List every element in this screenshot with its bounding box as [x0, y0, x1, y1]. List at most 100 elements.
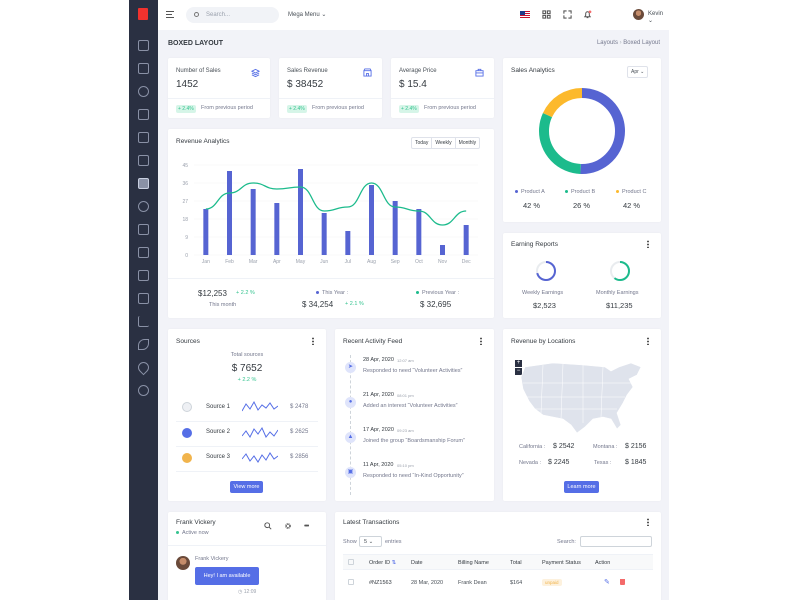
online-dot [176, 531, 179, 535]
revenue-chart: 0 9 18 27 36 45 Jan Feb Mar Apr May Jun Jul Aug Sep Oct… [182, 163, 478, 265]
us-flag-icon[interactable] [520, 11, 530, 18]
entries-select-value: 5 [364, 539, 368, 545]
x-tick-label: Jan [202, 259, 210, 265]
activity-date: 17 Apr, 2020 [363, 427, 394, 433]
bar [345, 231, 351, 255]
chat-icon[interactable] [138, 86, 149, 97]
zoom-out-button[interactable]: − [515, 368, 522, 375]
dashboard-icon[interactable] [138, 40, 149, 51]
activity-time: 12:07 am [397, 358, 414, 363]
col-order-id[interactable]: Order ID ⇅ [369, 560, 396, 566]
bar [274, 203, 280, 255]
monthly-earnings-radial [610, 261, 630, 281]
x-tick-label: Mar [249, 259, 258, 265]
previous-year-label-text: Previous Year : [422, 290, 459, 296]
tab-today[interactable]: Today [415, 140, 429, 146]
share-icon[interactable] [138, 385, 149, 396]
hash-icon[interactable] [138, 155, 149, 166]
y-tick-label: 36 [182, 181, 188, 187]
chevron-down-icon: ⌄ [368, 539, 374, 545]
more-vertical-icon[interactable] [647, 240, 649, 248]
table-icon[interactable] [138, 293, 149, 304]
previous-year-value: $ 32,695 [420, 300, 452, 309]
message-bubble: Hey! I am available [195, 567, 259, 585]
sales-analytics-card: Sales Analytics Apr ⌄ Product A 42 % Pro… [503, 58, 661, 222]
cell-date: 28 Mar, 2020 [411, 580, 444, 586]
col-payment-status[interactable]: Payment Status [542, 560, 581, 566]
weekly-earnings-radial [536, 261, 556, 281]
more-vertical-icon[interactable] [480, 337, 482, 345]
leaf-icon[interactable] [138, 339, 149, 350]
user-menu[interactable]: Kevin ⌄ [648, 11, 669, 24]
user-avatar[interactable] [633, 9, 644, 20]
source-sparkline [242, 400, 278, 412]
col-total[interactable]: Total [510, 560, 522, 566]
source-name: Source 3 [206, 454, 231, 460]
kpi-change-badge: + 2.4% [287, 105, 307, 113]
select-all-checkbox[interactable] [348, 559, 354, 565]
layout-icon[interactable] [138, 178, 149, 189]
search-icon[interactable] [264, 522, 272, 530]
learn-more-button[interactable]: Learn more [564, 481, 599, 493]
tab-monthly[interactable]: Monthly [454, 138, 480, 148]
activity-text: Added an interest “Volunteer Activities” [363, 403, 458, 409]
card-title: Earning Reports [511, 241, 558, 248]
x-tick-label: Sep [391, 259, 400, 265]
mega-menu-dropdown[interactable]: Mega Menu ⌄ [288, 11, 326, 18]
edit-icon[interactable]: ✎ [604, 579, 610, 586]
mail-icon[interactable] [138, 132, 149, 143]
map-pin-icon[interactable] [135, 359, 152, 376]
menu-icon[interactable] [166, 11, 174, 18]
card-title: Sales Analytics [511, 67, 555, 74]
product-a-value: 42 % [523, 201, 541, 210]
store-icon[interactable] [138, 109, 149, 120]
search-input[interactable]: Search... [186, 7, 279, 23]
more-horizontal-icon[interactable]: ••• [304, 523, 309, 530]
profile-icon[interactable] [138, 224, 149, 235]
activity-text: Responded to need “Volunteer Activities” [363, 368, 463, 374]
app-logo[interactable] [138, 8, 148, 20]
col-action: Action [595, 560, 611, 566]
more-vertical-icon[interactable] [647, 518, 649, 526]
bar-chart-icon[interactable] [138, 316, 149, 327]
view-more-button[interactable]: View more [230, 481, 263, 493]
breadcrumb-item-layouts[interactable]: Layouts [596, 40, 618, 46]
product-c-value: 42 % [623, 201, 641, 210]
month-filter-select[interactable]: Apr ⌄ [627, 66, 649, 78]
apps-grid-icon[interactable] [542, 10, 551, 19]
user-name: Kevin [648, 11, 664, 17]
tab-weekly[interactable]: Weekly [431, 138, 454, 148]
chat-card: Frank Vickery Active now ••• Frank Vicke… [168, 512, 326, 600]
row-checkbox[interactable] [348, 579, 354, 585]
settings-icon[interactable] [284, 522, 292, 530]
more-vertical-icon[interactable] [647, 337, 649, 345]
bell-icon[interactable] [583, 10, 592, 19]
x-tick-label: Oct [415, 259, 423, 265]
user-icon[interactable] [138, 201, 149, 212]
kpi-note: From previous period [312, 105, 364, 111]
col-billing-name[interactable]: Billing Name [458, 560, 489, 566]
y-tick-label: 0 [185, 253, 188, 259]
entries-select[interactable]: 5 ⌄ [359, 536, 382, 547]
more-vertical-icon[interactable] [312, 337, 314, 345]
timeline-line [350, 355, 351, 495]
weekly-earnings-value: $2,523 [533, 301, 556, 310]
activity-item: ▲ 17 Apr, 2020 09:23 am Joined the group… [335, 425, 494, 455]
zoom-in-button[interactable]: + [515, 360, 522, 367]
cell-order-id[interactable]: #NZ1563 [369, 580, 392, 586]
store-icon [363, 68, 372, 77]
fullscreen-icon[interactable] [563, 10, 572, 19]
layers-icon [251, 68, 260, 78]
previous-year-label: Previous Year : [416, 290, 459, 296]
calendar-icon[interactable] [138, 63, 149, 74]
brush-icon[interactable] [138, 270, 149, 281]
delete-icon[interactable] [620, 579, 625, 585]
series-line [205, 182, 467, 226]
table-search-input[interactable] [580, 536, 652, 547]
list-item: Source 3 $ 2856 [176, 448, 318, 472]
table-header: Order ID ⇅ Date Billing Name Total Payme… [343, 554, 653, 570]
source-3-icon [182, 453, 192, 463]
percent-icon[interactable] [138, 247, 149, 258]
col-date[interactable]: Date [411, 560, 423, 566]
y-tick-label: 45 [182, 163, 188, 169]
